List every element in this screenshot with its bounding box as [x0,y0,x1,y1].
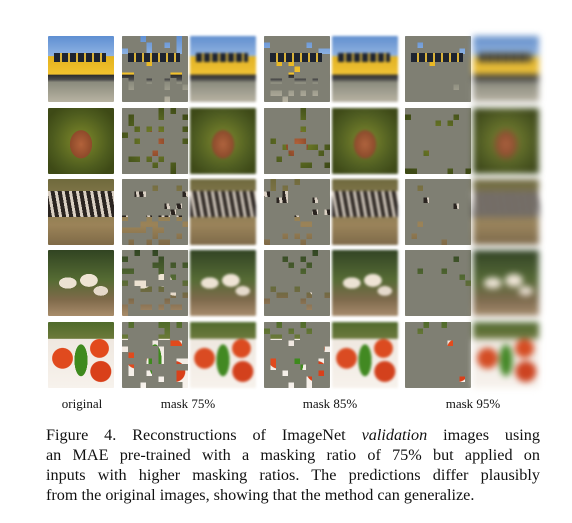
label-mask-95: mask 95% [445,396,501,411]
image-school-bus-masked-75 [122,36,188,102]
image-amphora-vase-reconstruction-75 [190,108,256,174]
mask-overlay [122,179,188,245]
figure-caption: Figure 4. Reconstructions of ImageNet va… [46,425,540,505]
label-mask-85: mask 85% [302,396,358,411]
mask-overlay [264,322,330,388]
mask-overlay [405,250,471,316]
image-amphora-vase-reconstruction-95 [473,108,539,174]
mask-overlay [122,108,188,174]
mask-overlay [405,179,471,245]
caption-line-4: from the original images, showing that t… [46,486,475,504]
image-mushrooms-masked-75 [122,250,188,316]
mask-overlay [405,322,471,388]
caption-line-1: Figure 4. Reconstructions of ImageNet va… [46,426,540,444]
mask-overlay [405,36,471,102]
mask-overlay [122,322,188,388]
image-mushrooms-masked-95 [405,250,471,316]
image-zebras-masked-75 [122,179,188,245]
image-amphora-vase-reconstruction-85 [332,108,398,174]
label-mask-75: mask 75% [160,396,216,411]
image-school-bus-masked-95 [405,36,471,102]
image-mushrooms-original [48,250,114,316]
image-vegetables-masked-85 [264,322,330,388]
image-vegetables-reconstruction-95 [473,322,539,388]
caption-emphasis: validation [361,426,428,444]
image-amphora-vase-original [48,108,114,174]
image-zebras-masked-85 [264,179,330,245]
mask-overlay [264,179,330,245]
image-mushrooms-reconstruction-85 [332,250,398,316]
image-vegetables-masked-95 [405,322,471,388]
image-amphora-vase-masked-75 [122,108,188,174]
image-vegetables-reconstruction-75 [190,322,256,388]
image-school-bus-reconstruction-75 [190,36,256,102]
mask-overlay [405,108,471,174]
image-zebras-reconstruction-75 [190,179,256,245]
image-mushrooms-masked-85 [264,250,330,316]
image-school-bus-reconstruction-95 [473,36,539,102]
image-vegetables-masked-75 [122,322,188,388]
image-vegetables-original [48,322,114,388]
image-zebras-original [48,179,114,245]
image-amphora-vase-masked-85 [264,108,330,174]
mask-overlay [264,108,330,174]
image-zebras-reconstruction-85 [332,179,398,245]
image-zebras-masked-95 [405,179,471,245]
image-school-bus-reconstruction-85 [332,36,398,102]
mask-overlay [122,250,188,316]
mask-overlay [122,36,188,102]
image-vegetables-reconstruction-85 [332,322,398,388]
image-mushrooms-reconstruction-95 [473,250,539,316]
image-school-bus-masked-85 [264,36,330,102]
image-amphora-vase-masked-95 [405,108,471,174]
image-zebras-reconstruction-95 [473,179,539,245]
mask-overlay [264,36,330,102]
caption-line-2: an MAE pre-trained with a masking ratio … [46,446,540,464]
caption-line-3: inputs with higher masking ratios. The p… [46,466,540,484]
image-mushrooms-reconstruction-75 [190,250,256,316]
image-school-bus-original [48,36,114,102]
label-original: original [61,396,103,411]
mask-overlay [264,250,330,316]
